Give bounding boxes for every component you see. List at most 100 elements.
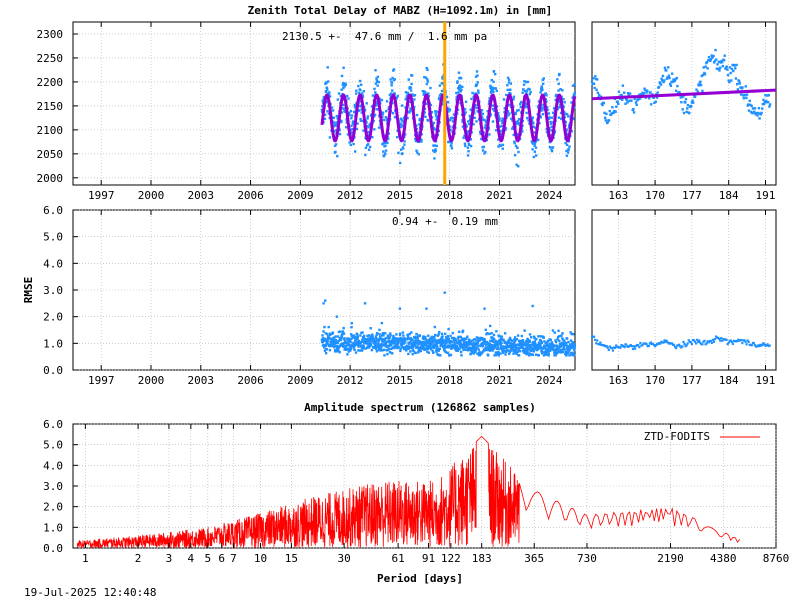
rmse-observation-point: [387, 339, 390, 342]
ztd-observation-point: [571, 84, 575, 87]
ztd-observation-point: [541, 82, 545, 86]
ztd-observation-point: [339, 94, 343, 98]
ztd-observation-point: [501, 143, 505, 147]
ztd-observation-point: [513, 154, 517, 157]
ztd-observation-point: [517, 108, 520, 112]
rmse-observation-point: [323, 325, 326, 329]
rmse-observation-point: [539, 335, 542, 338]
rmse-observation-point: [537, 341, 541, 344]
rmse-observation-point: [494, 353, 498, 357]
rmse-observation-point: [573, 346, 576, 349]
ztd-zoom-point: [614, 110, 617, 113]
ztd-zoom-point: [701, 73, 705, 77]
rmse-observation-point: [549, 338, 552, 342]
rmse-observation-point: [373, 344, 377, 348]
ztd-observation-point: [539, 91, 542, 94]
rmse-zoom-point: [631, 347, 635, 351]
rmse-zoom-point: [614, 346, 617, 349]
rmse-zoom-point: [622, 344, 625, 347]
ztd-observation-point: [477, 89, 480, 92]
rmse-zoom-point: [753, 344, 757, 347]
spectrum-xtick-label: 2190: [657, 552, 684, 565]
rmse-observation-point: [499, 346, 503, 350]
ztd-observation-point: [450, 147, 454, 150]
ztd-observation-point: [547, 112, 551, 115]
ztd-observation-point: [467, 150, 470, 153]
rmse-observation-point: [533, 340, 537, 343]
rmse-observation-point: [449, 334, 452, 338]
rmse-observation-point: [374, 339, 377, 343]
rmse-zoom-point: [662, 341, 665, 344]
rmse-observation-point: [395, 340, 399, 343]
ztd-observation-point: [321, 104, 324, 108]
ztd-observation-point: [359, 119, 363, 123]
rmse-zoom-point: [741, 342, 744, 345]
rmse-observation-point: [386, 334, 390, 337]
ztd-observation-point: [396, 94, 399, 98]
ztd-zoom-point: [768, 105, 771, 108]
rmse-observation-point: [416, 345, 419, 348]
rmse-observation-point: [466, 347, 470, 350]
ztd-observation-point: [401, 119, 404, 123]
rmse-zoom-point: [703, 339, 706, 342]
ztd-zoom-point: [728, 80, 731, 84]
ztd-observation-point: [547, 117, 551, 120]
ztd-observation-point: [564, 141, 567, 145]
ztd-observation-point: [321, 99, 324, 103]
rmse-observation-point: [408, 332, 411, 336]
rmse-zoom-point: [624, 343, 627, 346]
ztd-zoom-point: [725, 65, 728, 68]
ztd-observation-point: [540, 87, 544, 90]
ztd-zoom-point: [759, 113, 763, 116]
ztd-observation-point: [374, 69, 377, 72]
rmse-observation-point: [368, 346, 371, 349]
rmse-observation-point: [376, 331, 379, 335]
ztd-observation-point: [438, 96, 441, 100]
rmse-observation-point: [558, 342, 562, 345]
ztd-observation-point: [375, 108, 378, 111]
rmse-zoom-xtick-label: 163: [608, 374, 628, 387]
rmse-observation-point: [459, 346, 463, 349]
ztd-observation-point: [345, 126, 348, 129]
rmse-observation-point: [438, 340, 442, 343]
ztd-zoom-point: [596, 78, 599, 81]
rmse-observation-point: [510, 339, 514, 343]
rmse-zoom-point: [726, 343, 729, 346]
rmse-observation-point: [533, 337, 536, 340]
rmse-observation-point: [404, 337, 407, 341]
rmse-outlier-point: [425, 307, 428, 310]
ztd-zoom-point: [632, 107, 635, 111]
spectrum-xtick-label: 8760: [763, 552, 790, 565]
ztd-observation-point: [507, 114, 510, 117]
ztd-zoom-point: [682, 95, 685, 98]
rmse-observation-point: [469, 352, 472, 356]
rmse-observation-point: [484, 328, 488, 332]
rmse-observation-point: [451, 331, 454, 335]
rmse-observation-point: [558, 339, 561, 343]
ztd-observation-point: [430, 110, 434, 114]
ztd-observation-point: [492, 70, 496, 73]
rmse-observation-point: [481, 350, 485, 353]
rmse-observation-point: [382, 334, 385, 337]
ztd-observation-point: [468, 122, 471, 126]
ztd-observation-point: [465, 125, 468, 128]
ztd-zoom-point: [702, 66, 705, 69]
spectrum-title: Amplitude spectrum (126862 samples): [304, 401, 536, 414]
rmse-observation-point: [532, 350, 536, 353]
ztd-observation-point: [558, 73, 561, 76]
rmse-observation-point: [571, 344, 575, 348]
rmse-observation-point: [539, 339, 543, 343]
ztd-observation-point: [390, 81, 394, 84]
ztd-zoom-point: [700, 74, 703, 78]
rmse-observation-point: [560, 344, 563, 347]
ztd-observation-point: [396, 136, 399, 139]
ztd-observation-point: [558, 106, 561, 109]
rmse-observation-point: [359, 334, 362, 337]
rmse-observation-point: [488, 346, 491, 349]
ztd-observation-point: [361, 119, 364, 123]
rmse-observation-point: [411, 338, 414, 342]
rmse-observation-point: [384, 342, 388, 346]
rmse-observation-point: [416, 339, 419, 343]
ztd-observation-point: [442, 82, 445, 85]
rmse-observation-point: [544, 352, 548, 355]
